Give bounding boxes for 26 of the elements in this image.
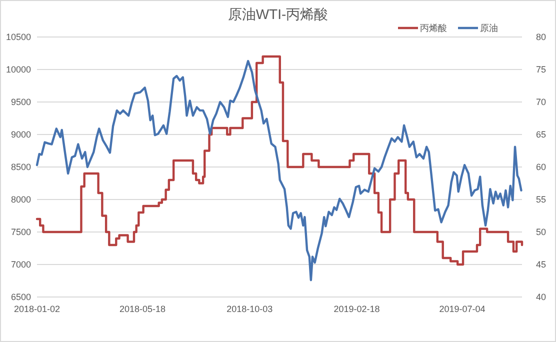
y2-tick-label: 55 bbox=[536, 194, 546, 205]
y2-tick-label: 65 bbox=[536, 130, 546, 140]
x-tick-label: 2018-05-18 bbox=[120, 304, 166, 314]
legend-label: 原油 bbox=[480, 23, 498, 34]
y-tick-label: 9500 bbox=[10, 97, 31, 108]
y2-tick-label: 70 bbox=[536, 97, 546, 108]
chart-title: 原油WTI-丙烯酸 bbox=[228, 6, 328, 22]
legend-label: 丙烯酸 bbox=[420, 23, 447, 34]
y2-tick-label: 75 bbox=[536, 64, 546, 75]
y2-tick-label: 80 bbox=[536, 32, 546, 42]
y2-tick-label: 40 bbox=[536, 292, 546, 302]
x-tick-label: 2018-01-02 bbox=[14, 304, 60, 314]
y-tick-label: 7500 bbox=[10, 227, 31, 238]
y-tick-label: 10000 bbox=[6, 64, 31, 75]
x-tick-label: 2018-10-03 bbox=[226, 304, 273, 314]
y2-tick-label: 45 bbox=[536, 260, 546, 270]
y-tick-label: 9000 bbox=[10, 130, 31, 140]
y-tick-label: 8500 bbox=[10, 162, 31, 172]
x-tick-label: 2019-07-04 bbox=[439, 304, 486, 314]
y-tick-label: 6500 bbox=[10, 292, 31, 302]
y2-tick-label: 60 bbox=[536, 162, 546, 172]
x-tick-label: 2019-02-18 bbox=[334, 304, 380, 314]
y-tick-label: 7000 bbox=[10, 260, 31, 270]
y-tick-label: 10500 bbox=[6, 32, 31, 42]
y-tick-label: 8000 bbox=[10, 194, 31, 205]
y2-tick-label: 50 bbox=[536, 227, 546, 238]
